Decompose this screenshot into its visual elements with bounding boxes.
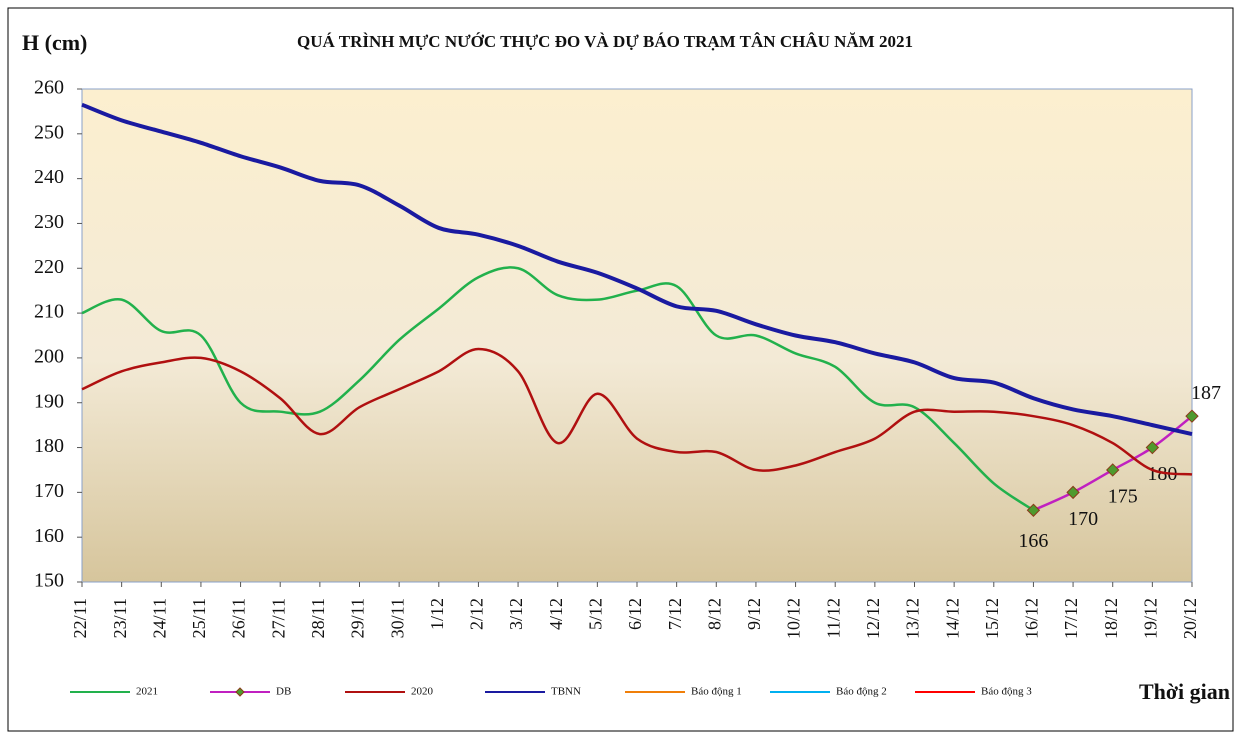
- y-tick-label: 250: [34, 121, 64, 143]
- x-tick-label: 11/12: [823, 598, 843, 638]
- x-tick-label: 24/11: [149, 598, 169, 638]
- legend-label: TBNN: [551, 686, 581, 698]
- y-tick-label: 260: [34, 77, 64, 99]
- x-tick-label: 25/11: [189, 598, 209, 638]
- x-tick-label: 4/12: [546, 598, 566, 630]
- x-tick-label: 26/11: [229, 598, 249, 638]
- y-tick-label: 220: [34, 256, 64, 278]
- legend-label: DB: [276, 686, 291, 698]
- y-tick-label: 230: [34, 211, 64, 233]
- x-tick-label: 15/12: [982, 598, 1002, 639]
- x-tick-label: 30/11: [387, 598, 407, 638]
- legend-label: Báo động 2: [836, 686, 887, 698]
- x-tick-label: 19/12: [1140, 598, 1160, 639]
- legend-label: 2020: [411, 686, 434, 698]
- legend-label: Báo động 1: [691, 686, 742, 698]
- data-label: 175: [1108, 486, 1138, 508]
- marker: [1185, 409, 1199, 423]
- legend-label: 2021: [136, 686, 158, 698]
- y-tick-label: 200: [34, 346, 64, 368]
- x-tick-label: 14/12: [942, 598, 962, 639]
- data-label: 187: [1191, 382, 1221, 404]
- y-tick-label: 170: [34, 480, 64, 502]
- marker: [1145, 440, 1160, 455]
- data-label: 170: [1068, 508, 1098, 530]
- x-tick-label: 18/12: [1101, 598, 1121, 639]
- marker: [1106, 463, 1120, 477]
- x-axis-title: Thời gian: [1139, 679, 1230, 704]
- x-tick-label: 29/11: [348, 598, 368, 638]
- x-tick-label: 5/12: [585, 598, 605, 630]
- y-tick-label: 180: [34, 435, 64, 457]
- legend-label: Báo động 3: [981, 686, 1032, 698]
- y-tick-label: 190: [34, 390, 64, 412]
- x-tick-label: 13/12: [903, 598, 923, 639]
- x-tick-label: 6/12: [625, 598, 645, 630]
- series-line: [81, 347, 1193, 476]
- x-tick-label: 12/12: [863, 598, 883, 639]
- x-tick-label: 16/12: [1022, 598, 1042, 639]
- series-line: [81, 266, 1035, 512]
- y-tick-label: 210: [34, 301, 64, 323]
- marker: [1026, 503, 1041, 517]
- y-axis-title: H (cm): [22, 30, 87, 55]
- x-tick-label: 22/11: [70, 598, 90, 638]
- x-tick-label: 23/11: [110, 598, 130, 638]
- y-tick-label: 240: [34, 166, 64, 188]
- marker: [1066, 485, 1080, 500]
- x-tick-label: 7/12: [665, 598, 685, 630]
- y-tick-label: 160: [34, 525, 64, 547]
- x-tick-label: 9/12: [744, 598, 764, 630]
- series-line: [81, 102, 1193, 437]
- x-tick-label: 10/12: [784, 598, 804, 639]
- plot-area: [81, 88, 1193, 583]
- legend-marker: [235, 687, 245, 697]
- x-tick-label: 20/12: [1180, 598, 1200, 639]
- data-label: 180: [1147, 463, 1177, 485]
- y-tick-label: 150: [34, 570, 64, 592]
- x-tick-label: 27/11: [268, 598, 288, 638]
- x-tick-label: 3/12: [506, 598, 526, 630]
- x-tick-label: 17/12: [1061, 598, 1081, 639]
- x-tick-label: 2/12: [467, 598, 487, 630]
- data-label: 166: [1018, 530, 1048, 552]
- x-tick-label: 28/11: [308, 598, 328, 638]
- x-tick-label: 8/12: [704, 598, 724, 630]
- chart-title: QUÁ TRÌNH MỰC NƯỚC THỰC ĐO VÀ DỰ BÁO TRẠ…: [297, 32, 913, 51]
- x-tick-label: 1/12: [427, 598, 447, 630]
